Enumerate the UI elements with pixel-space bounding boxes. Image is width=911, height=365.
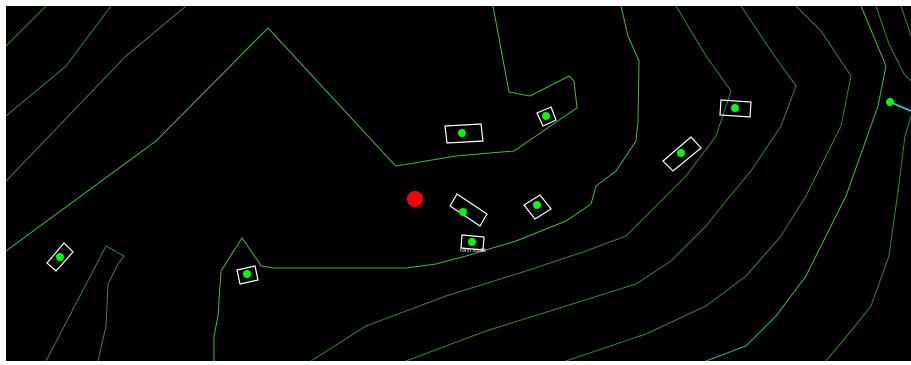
map-canvas[interactable]: Farm house [6, 6, 911, 361]
map-drawing[interactable]: Farm house [6, 6, 911, 361]
contour-line [875, 6, 911, 82]
parcel-outline [46, 242, 74, 272]
parcel-label: Farm house [460, 247, 486, 254]
contour-line [705, 6, 887, 361]
feature-parcel[interactable] [449, 193, 488, 227]
selected-point-marker[interactable] [407, 191, 423, 207]
feature-point[interactable] [731, 104, 739, 112]
feature-point[interactable] [458, 129, 466, 137]
parcel-outline [449, 193, 488, 227]
feature-point[interactable] [677, 149, 685, 157]
feature-parcel[interactable] [444, 123, 484, 144]
contour-line [6, 6, 187, 182]
feature-point[interactable] [56, 253, 64, 261]
feature-parcel[interactable] [523, 194, 552, 220]
parcel-outline [536, 106, 557, 127]
contour-line [6, 6, 578, 252]
contour-line [405, 6, 797, 361]
contour-line [45, 245, 125, 361]
contour-line [6, 6, 112, 117]
parcel-outline [662, 136, 702, 172]
feature-parcel[interactable] [46, 242, 74, 272]
feature-point[interactable] [542, 112, 550, 120]
feature-point[interactable] [243, 270, 251, 278]
contour-line [900, 6, 911, 37]
feature-parcel[interactable] [236, 265, 259, 285]
parcel-outline [523, 194, 552, 220]
parcel-outline [444, 123, 484, 144]
feature-parcel[interactable] [719, 99, 752, 118]
contour-lines [6, 6, 911, 361]
contour-line [213, 6, 640, 361]
parcel-outline [236, 265, 259, 285]
contour-line [825, 115, 911, 361]
contour-line [310, 6, 732, 361]
feature-point[interactable] [468, 238, 476, 246]
contour-line [6, 6, 47, 47]
feature-point[interactable] [533, 201, 541, 209]
feature-parcel[interactable] [536, 106, 557, 127]
contour-line [565, 6, 852, 361]
parcel-outline [460, 234, 485, 251]
feature-parcel[interactable]: Farm house [460, 234, 486, 254]
features: Farm house [46, 99, 752, 285]
feature-point[interactable] [459, 208, 467, 216]
feature-parcel[interactable] [662, 136, 702, 172]
parcel-outline [719, 99, 752, 118]
edge-line-node[interactable] [886, 98, 894, 106]
edge-line [886, 98, 911, 112]
